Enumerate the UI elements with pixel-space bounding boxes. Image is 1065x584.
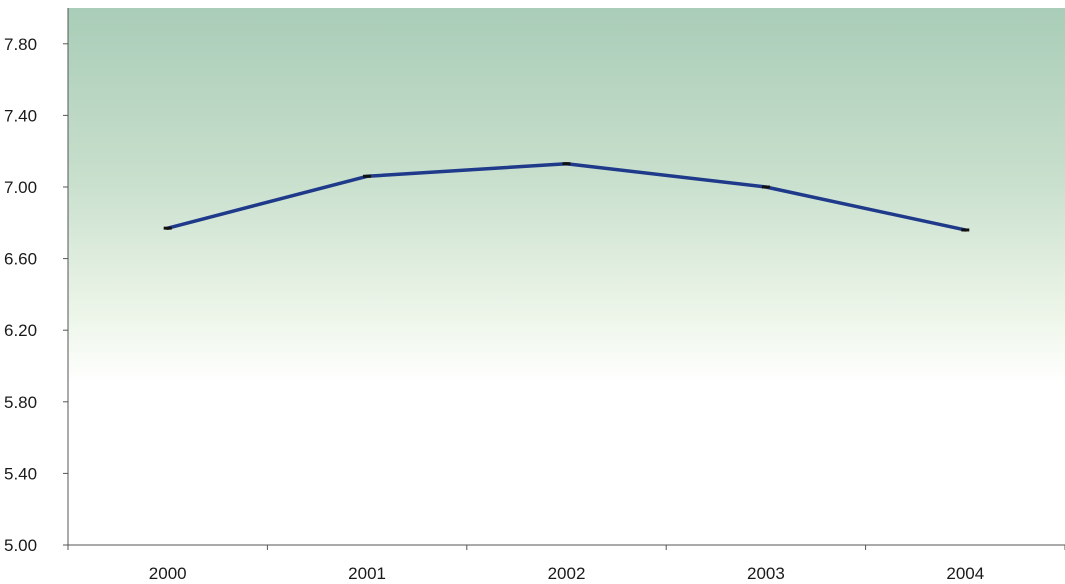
- y-tick-label: 6.20: [4, 321, 37, 340]
- data-point: [761, 185, 770, 189]
- y-tick-label: 6.60: [4, 250, 37, 269]
- data-point: [363, 174, 372, 178]
- y-tick-label: 5.80: [4, 393, 37, 412]
- y-tick-label: 5.00: [4, 536, 37, 555]
- y-tick-label: 7.80: [4, 35, 37, 54]
- data-point: [163, 226, 172, 230]
- x-tick-label: 2002: [548, 564, 586, 583]
- series-group: [163, 161, 970, 232]
- x-tick-label: 2001: [348, 564, 386, 583]
- y-tick-label: 7.40: [4, 106, 37, 125]
- x-axis: 2000 2001 2002 2003 2004: [67, 544, 1065, 583]
- y-tick-label: 7.00: [4, 178, 37, 197]
- x-tick-label: 2003: [747, 564, 785, 583]
- x-tick-label: 2000: [149, 564, 187, 583]
- x-tick-label: 2004: [946, 564, 984, 583]
- data-point: [961, 228, 970, 232]
- y-tick-label: 5.40: [4, 464, 37, 483]
- plot-area: [68, 8, 1065, 545]
- data-point: [562, 162, 571, 166]
- y-axis: 5.00 5.40 5.80 6.20 6.60 7.00 7.40 7.80: [4, 8, 69, 555]
